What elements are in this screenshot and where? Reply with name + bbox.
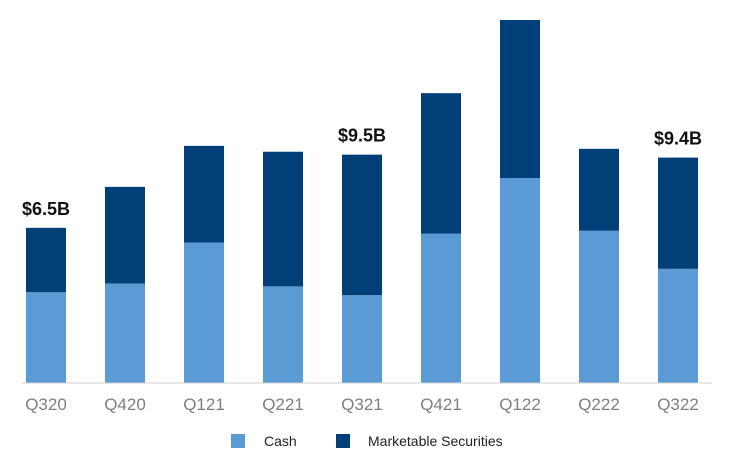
bar-marketable-securities-q221 [263, 151, 303, 287]
bar-marketable-securities-q122 [500, 20, 540, 179]
bar-marketable-securities-q420 [105, 186, 145, 284]
x-tick-label-q121: Q121 [183, 395, 225, 414]
x-tick-label-q322: Q322 [657, 395, 699, 414]
bar-marketable-securities-q321 [342, 154, 382, 296]
x-tick-label-q321: Q321 [341, 395, 383, 414]
bar-cash-q321 [342, 295, 382, 383]
legend-swatch-cash [231, 434, 245, 448]
legend-swatch-marketable-securities [336, 434, 350, 448]
legend: Cash Marketable Securities [231, 433, 503, 449]
bar-cash-q322 [658, 268, 698, 383]
bar-marketable-securities-q121 [184, 145, 224, 243]
bar-marketable-securities-q222 [579, 148, 619, 231]
x-tick-label-q420: Q420 [104, 395, 146, 414]
bar-cash-q420 [105, 283, 145, 383]
total-label-q320: $6.5B [22, 199, 70, 219]
total-label-q321: $9.5B [338, 126, 386, 146]
bar-cash-q320 [26, 292, 66, 383]
bar-cash-q121 [184, 242, 224, 383]
legend-label-marketable-securities: Marketable Securities [368, 433, 503, 449]
bar-marketable-securities-q322 [658, 157, 698, 269]
x-tick-labels: Q320 Q420 Q121 Q221 Q321 Q421 Q122 Q222 Q322 [25, 395, 699, 414]
bars-layer [26, 20, 698, 383]
x-tick-label-q320: Q320 [25, 395, 67, 414]
bar-cash-q222 [579, 230, 619, 383]
x-tick-label-q222: Q222 [578, 395, 620, 414]
x-tick-label-q122: Q122 [499, 395, 541, 414]
bar-marketable-securities-q421 [421, 93, 461, 234]
bar-cash-q421 [421, 233, 461, 383]
bar-cash-q221 [263, 286, 303, 383]
bar-marketable-securities-q320 [26, 227, 66, 293]
total-label-q322: $9.4B [654, 129, 702, 149]
x-tick-label-q421: Q421 [420, 395, 462, 414]
bar-cash-q122 [500, 178, 540, 383]
x-tick-label-q221: Q221 [262, 395, 304, 414]
total-labels: $6.5B $9.5B $9.4B [22, 126, 702, 219]
legend-label-cash: Cash [264, 433, 297, 449]
